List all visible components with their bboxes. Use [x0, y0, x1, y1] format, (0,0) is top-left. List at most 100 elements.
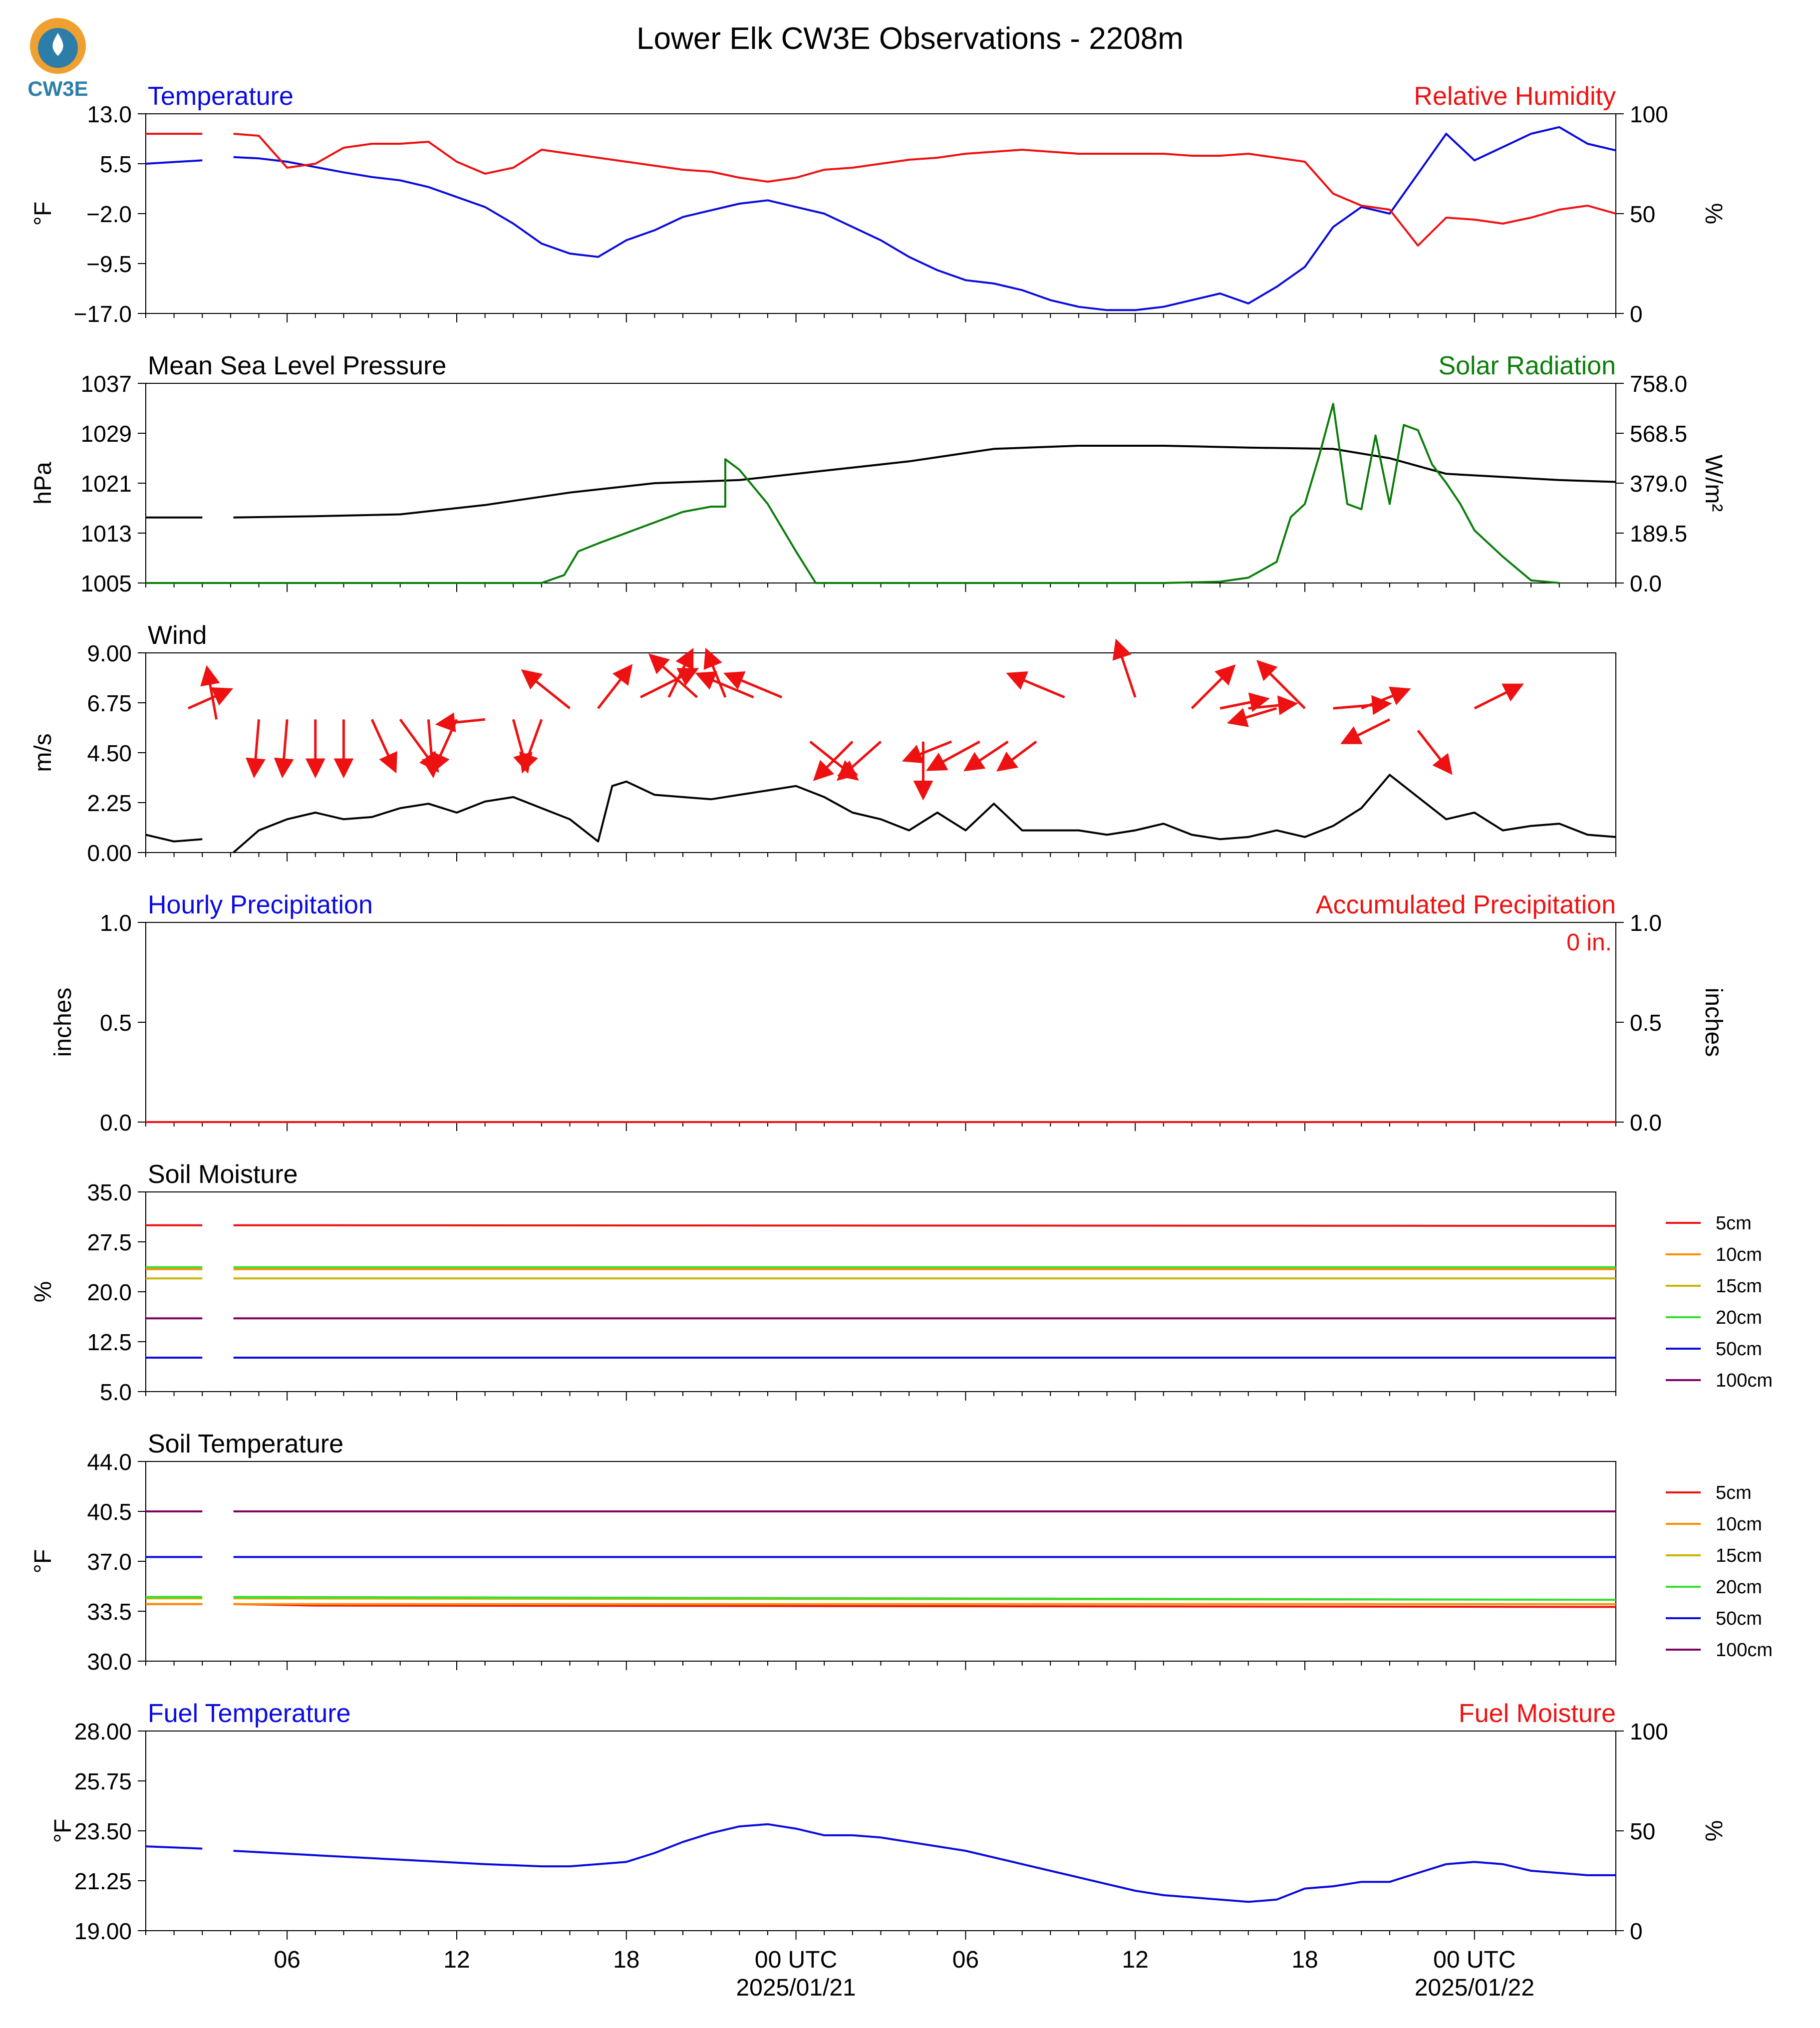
wind-arrow	[1340, 718, 1391, 744]
series-line-relative-humidity	[146, 133, 1616, 247]
wind-arrow	[200, 665, 220, 720]
plot-frame	[145, 652, 1616, 853]
plot-frame	[145, 1731, 1616, 1931]
y-tick-label-right: 0	[1630, 1918, 1643, 1944]
y-tick-label: 5.0	[100, 1379, 132, 1405]
y-tick-label: 37.0	[87, 1549, 132, 1575]
wind-arrow	[187, 687, 234, 710]
legend-label: 10cm	[1716, 1514, 1762, 1535]
y-tick-label-right: 379.0	[1630, 471, 1687, 497]
accumulated-annotation: 0 in.	[1566, 929, 1612, 956]
wind-arrow	[1248, 695, 1298, 715]
panel-wind: Wind 9.00 6.75 4.50 2.25 0.00 m/s	[30, 621, 1616, 866]
y-tick-label-right: 0.5	[1630, 1010, 1662, 1036]
y-tick-label: 20.0	[87, 1279, 132, 1305]
y-tick-label-right: 100	[1630, 101, 1668, 127]
y-tick-label: 1.0	[100, 910, 132, 936]
legend-label: 5cm	[1716, 1482, 1752, 1503]
y-tick-label-right: 1.0	[1630, 910, 1662, 936]
y-tick-label: 1037	[81, 371, 132, 397]
wind-arrow	[1256, 660, 1306, 709]
wind-arrow	[723, 671, 783, 699]
y-tick-label: 30.0	[87, 1649, 132, 1675]
panel-title-left: Wind	[148, 621, 207, 650]
legend-label: 20cm	[1716, 1577, 1762, 1598]
panel-soil-moisture: Soil Moisture 35.0 27.5 20.0 12.5 5.0% 5cm 10cm…	[30, 1160, 1773, 1405]
y-tick-label: 13.0	[87, 101, 132, 127]
x-tick-label: 00 UTC	[755, 1947, 837, 1973]
legend-label: 10cm	[1716, 1244, 1762, 1265]
figure-title: Lower Elk CW3E Observations - 2208m	[636, 21, 1184, 56]
wind-arrow	[1226, 707, 1277, 727]
y-axis-label: hPa	[30, 462, 56, 505]
y-tick-label: 5.5	[100, 151, 132, 177]
x-tick-label: 18	[1291, 1947, 1318, 1973]
y-tick-label-right: 189.5	[1630, 521, 1687, 547]
panel-title-left: Fuel Temperature	[148, 1699, 351, 1728]
wind-arrow	[639, 668, 699, 699]
legend-label: 20cm	[1716, 1307, 1762, 1328]
panel-title-left: Soil Moisture	[148, 1160, 298, 1189]
wind-arrow	[274, 719, 294, 779]
panel-title-right: Relative Humidity	[1414, 82, 1616, 111]
y-tick-label: 0.5	[100, 1010, 132, 1036]
plot-frame	[145, 1191, 1616, 1392]
wind-arrow	[519, 719, 543, 774]
y-tick-label: 21.25	[74, 1868, 132, 1894]
y-tick-label: 35.0	[87, 1179, 132, 1205]
series-line-20cm	[146, 1596, 1616, 1601]
legend-label: 15cm	[1716, 1276, 1762, 1297]
wind-arrow	[902, 740, 952, 764]
y-tick-label: 4.50	[87, 740, 132, 766]
plot-frame	[145, 1461, 1616, 1662]
wind-arrow	[996, 740, 1037, 772]
y-axis-label: m/s	[30, 733, 56, 772]
y-axis-label: °F	[30, 1549, 56, 1574]
x-tick-label: 00 UTC	[1433, 1947, 1516, 1973]
x-tick-label: 18	[613, 1947, 639, 1973]
panel-pressure-solar: Mean Sea Level Pressure Solar Radiation 10…	[30, 351, 1727, 596]
wind-arrow	[1219, 692, 1270, 712]
y-tick-label-right: 50	[1630, 201, 1655, 227]
legend-label: 50cm	[1716, 1339, 1762, 1360]
panel-title-left: Mean Sea Level Pressure	[148, 351, 446, 380]
y-tick-label: 1013	[81, 521, 132, 547]
wind-arrow	[925, 740, 980, 771]
series-line-fuel-temperature	[145, 1823, 1616, 1903]
wind-arrow	[1006, 671, 1065, 699]
wind-arrow	[421, 719, 442, 779]
y-tick-label: 6.75	[87, 690, 132, 716]
logo-text: CW3E	[27, 77, 88, 100]
x-date-label: 2025/01/21	[736, 1975, 856, 2001]
panel-title-right: Fuel Moisture	[1459, 1699, 1616, 1728]
legend-label: 100cm	[1716, 1370, 1773, 1391]
legend-label: 50cm	[1716, 1608, 1762, 1629]
y-tick-label: 9.00	[87, 640, 132, 666]
panel-title-left: Soil Temperature	[148, 1430, 343, 1458]
y-tick-label-right: 100	[1630, 1719, 1668, 1744]
panel-title-left: Temperature	[148, 82, 294, 111]
legend-label: 100cm	[1716, 1640, 1773, 1661]
wind-arrow	[1191, 664, 1236, 709]
y-tick-label-right: 0.0	[1630, 571, 1662, 596]
wind-arrow	[1333, 695, 1392, 715]
wind-arrow	[703, 647, 727, 698]
y-tick-label: −17.0	[74, 301, 132, 327]
y-tick-label: 28.00	[74, 1719, 132, 1744]
series-line-wind	[145, 774, 1616, 854]
panel-soil-temperature: Soil Temperature 44.0 40.5 37.0 33.5 30.0 °F 5c…	[30, 1430, 1773, 1675]
wind-arrow	[1417, 730, 1453, 775]
wind-arrow	[370, 719, 397, 774]
y-tick-label: 1021	[81, 471, 132, 497]
wind-arrow	[963, 740, 1009, 772]
y-tick-label: 44.0	[87, 1449, 132, 1475]
y-axis-label-right: inches	[1700, 988, 1727, 1057]
wind-arrow	[1474, 683, 1524, 710]
y-axis-label-right: %	[1700, 203, 1727, 225]
wind-arrow	[597, 664, 633, 709]
panel-temperature-rh: Temperature Relative Humidity 13.0 5.5 −2.0 −…	[30, 82, 1727, 327]
plot-frame	[145, 922, 1616, 1123]
legend-label: 15cm	[1716, 1545, 1762, 1566]
y-axis-label: °F	[50, 1819, 76, 1843]
chart-panels: Temperature Relative Humidity 13.0 5.5 −2.0 −…	[30, 82, 1773, 2001]
